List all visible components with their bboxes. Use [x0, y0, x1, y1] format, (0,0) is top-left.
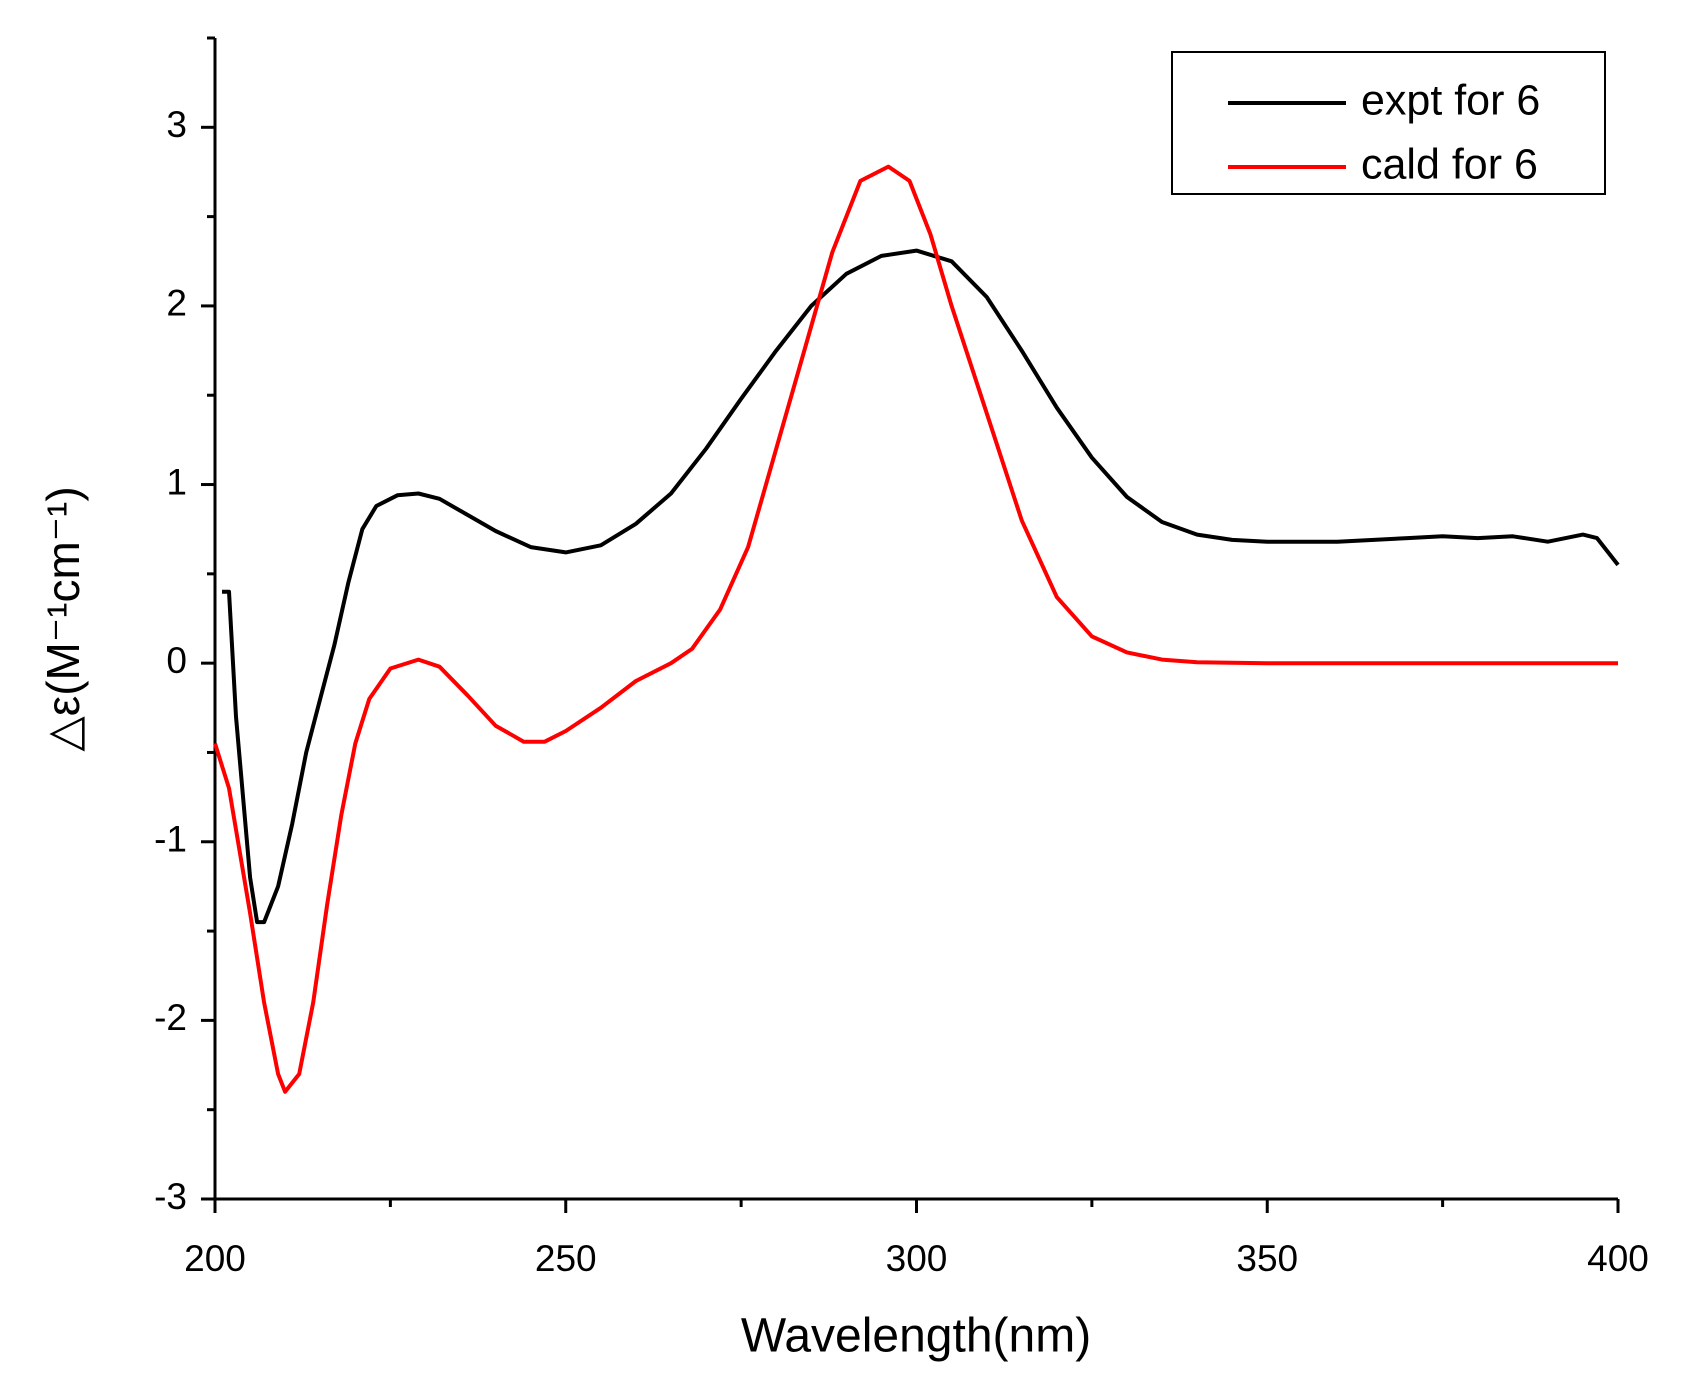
- legend-label: expt for 6: [1361, 76, 1540, 124]
- data-line: [222, 248, 1620, 925]
- y-tick-label: 0: [166, 640, 187, 681]
- y-tick-label: 2: [166, 283, 187, 324]
- y-tick-label: -1: [154, 819, 187, 860]
- legend-label: cald for 6: [1361, 140, 1538, 188]
- x-tick-label: 300: [886, 1238, 948, 1279]
- y-tick-label: -3: [154, 1176, 187, 1217]
- y-tick-label: 3: [166, 104, 187, 145]
- legend-box: [1171, 51, 1606, 195]
- y-tick-label: 1: [166, 461, 187, 502]
- data-line: [213, 164, 1618, 1094]
- y-tick-label: -2: [154, 997, 187, 1038]
- x-axis-label: Wavelength(nm): [741, 1310, 1091, 1363]
- x-tick-label: 400: [1587, 1238, 1649, 1279]
- x-tick-label: 350: [1236, 1238, 1298, 1279]
- x-tick-label: 250: [535, 1238, 597, 1279]
- y-axis-label: △ε(M⁻¹cm⁻¹): [37, 486, 89, 751]
- x-tick-label: 200: [184, 1238, 246, 1279]
